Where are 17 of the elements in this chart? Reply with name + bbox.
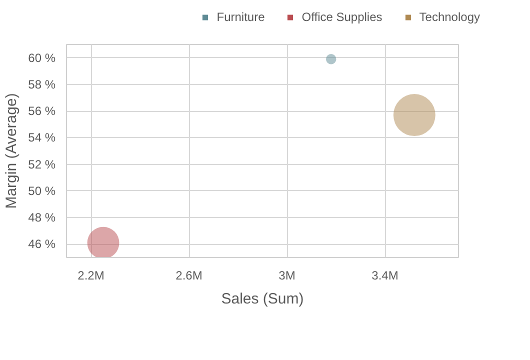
y-axis-title: Margin (Average) [3,93,20,209]
y-tick-label: 56 % [28,104,56,118]
y-tick-label: 54 % [28,130,56,145]
y-tick-label: 58 % [28,77,56,92]
x-tick-label: 2.2M [78,268,104,282]
y-tick-label: 48 % [28,210,56,225]
x-tick-label: 3.4M [372,268,398,282]
y-tick-label: 50 % [28,184,56,198]
legend-label: Furniture [216,10,265,24]
y-tick-label: 52 % [28,157,56,172]
y-tick-label: 60 % [28,50,56,65]
y-tick-label: 46 % [28,237,56,252]
x-axis-title: Sales (Sum) [221,290,304,308]
legend-label: Office Supplies [302,10,382,24]
legend-label: Technology [419,10,480,24]
x-tick-label: 3M [278,268,296,282]
x-tick-label: 2.6M [176,268,202,282]
